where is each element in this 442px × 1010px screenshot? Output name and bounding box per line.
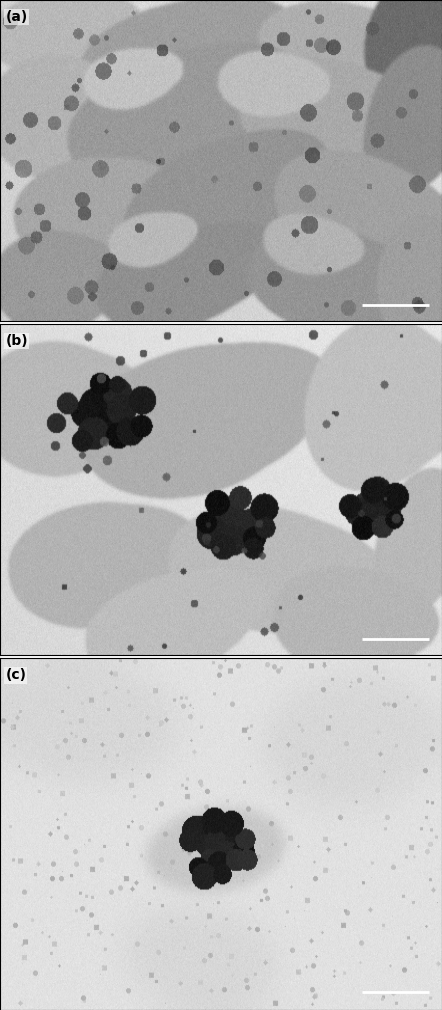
Text: (b): (b) bbox=[5, 333, 28, 347]
Text: (c): (c) bbox=[5, 669, 27, 683]
Text: (a): (a) bbox=[5, 10, 27, 23]
